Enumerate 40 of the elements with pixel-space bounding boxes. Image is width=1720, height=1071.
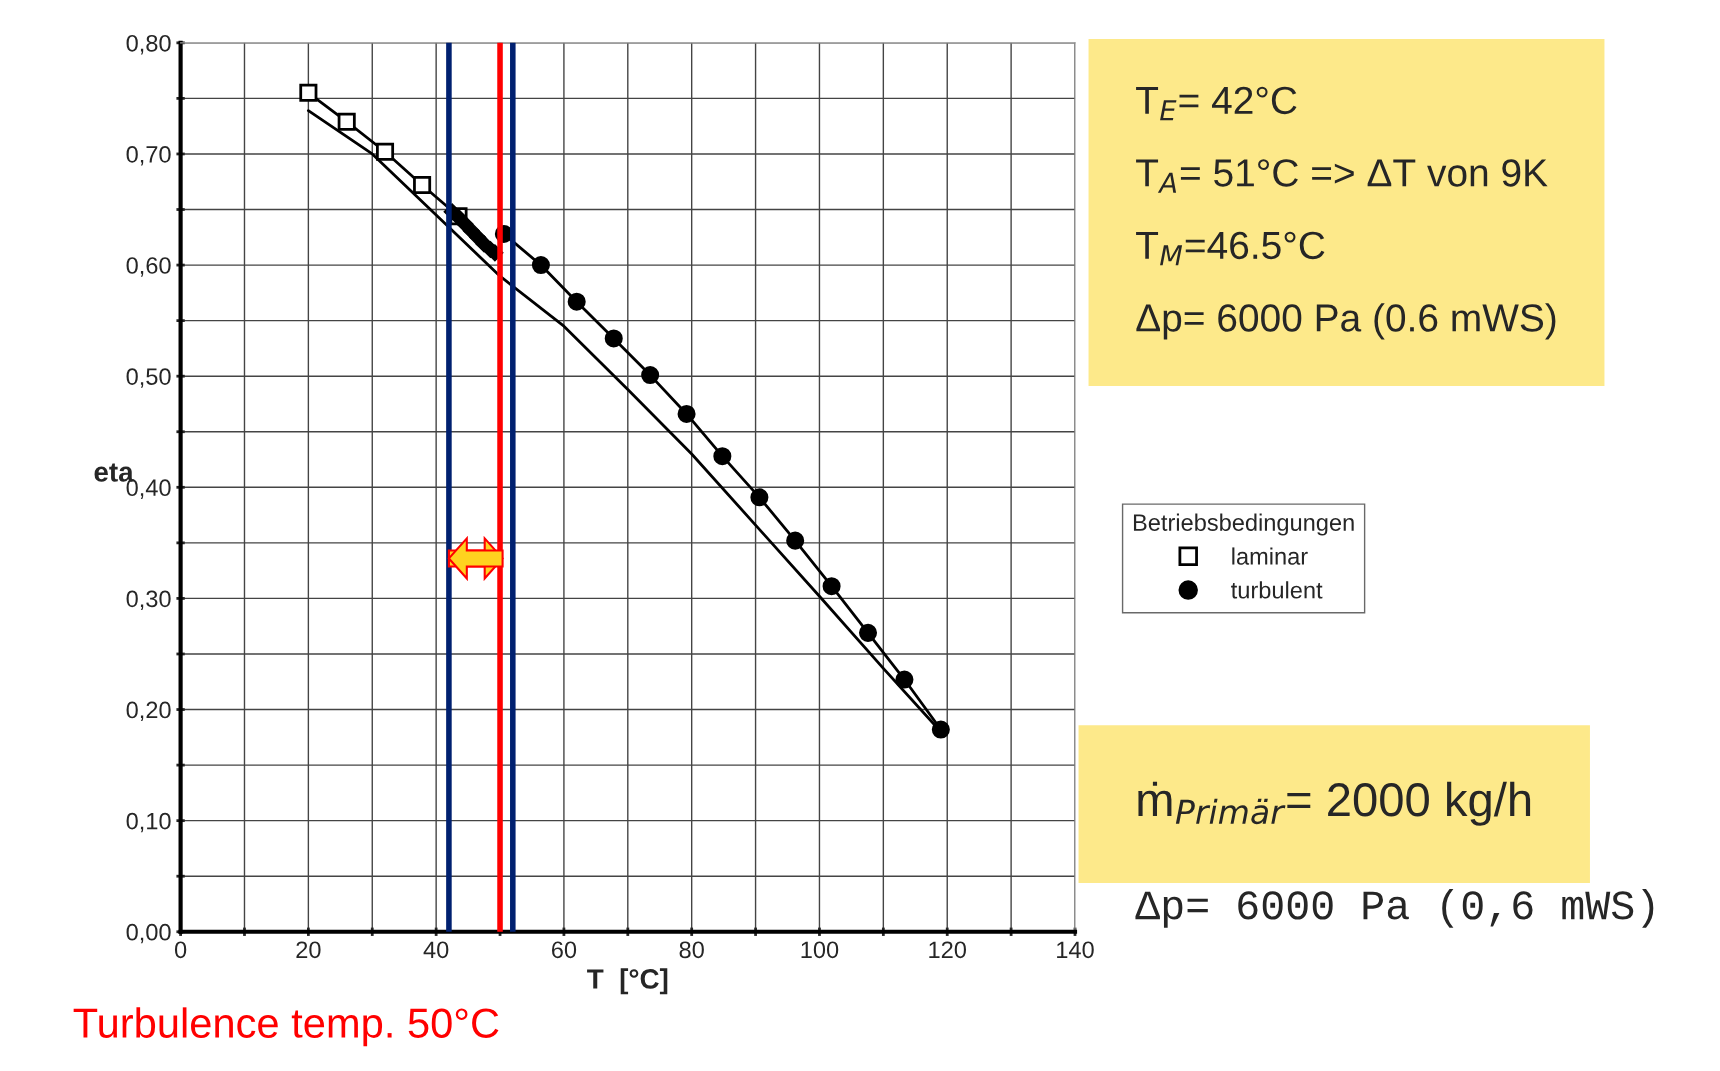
y-tick-label: 0,20 [126, 701, 171, 722]
y-tick-label: 0,00 [126, 923, 171, 944]
x-tick-label: 40 [423, 941, 449, 959]
legend-label: turbulent [1231, 581, 1323, 599]
x-tick-label: 60 [551, 941, 577, 959]
point [376, 142, 395, 161]
point [895, 670, 914, 689]
x-tick-label: 140 [1057, 941, 1094, 959]
text: T$_{E}$= 42°C T$_{A}$= 51°C => ΔT von 9K T$_{M}$=46.5°C Δp= 6000 Pa (0.6 mWS) [1136, 86, 1556, 340]
point [641, 366, 660, 385]
x-tick-label: 120 [929, 941, 966, 959]
point [337, 112, 356, 131]
point [567, 292, 586, 311]
point [604, 329, 623, 348]
legend-title: Betriebsbedingungen [1133, 513, 1354, 536]
x-axis-title: T [°C] [587, 968, 668, 995]
point [931, 720, 950, 739]
point [786, 531, 805, 550]
point [531, 256, 550, 275]
point [299, 83, 318, 102]
point [713, 447, 732, 466]
y-tick-label: 0,70 [126, 146, 171, 166]
y-tick-label: 0,80 [126, 34, 171, 55]
text: Δp= 6000 Pa (0,6 mWS) [1135, 888, 1654, 928]
y-tick-label: 0,10 [126, 812, 171, 833]
x-tick-label: 100 [801, 941, 839, 959]
x-tick-label: 80 [679, 941, 704, 959]
y-tick-label: 0,30 [126, 590, 171, 610]
point [750, 488, 769, 507]
y-tick-label: 0,50 [126, 368, 171, 388]
x-tick-label: 0 [174, 941, 187, 959]
point [413, 176, 432, 195]
x-tick-label: 20 [296, 941, 321, 959]
point [677, 404, 696, 423]
ref-line-label: Turbulence temp. 50°C [73, 1007, 499, 1047]
legend-label: laminar [1232, 547, 1308, 565]
y-tick-label: 0,60 [126, 257, 171, 277]
text: ṁ$_{Primär}$= 2000 kg/h [1138, 781, 1531, 826]
point [822, 577, 841, 596]
point [858, 623, 878, 642]
